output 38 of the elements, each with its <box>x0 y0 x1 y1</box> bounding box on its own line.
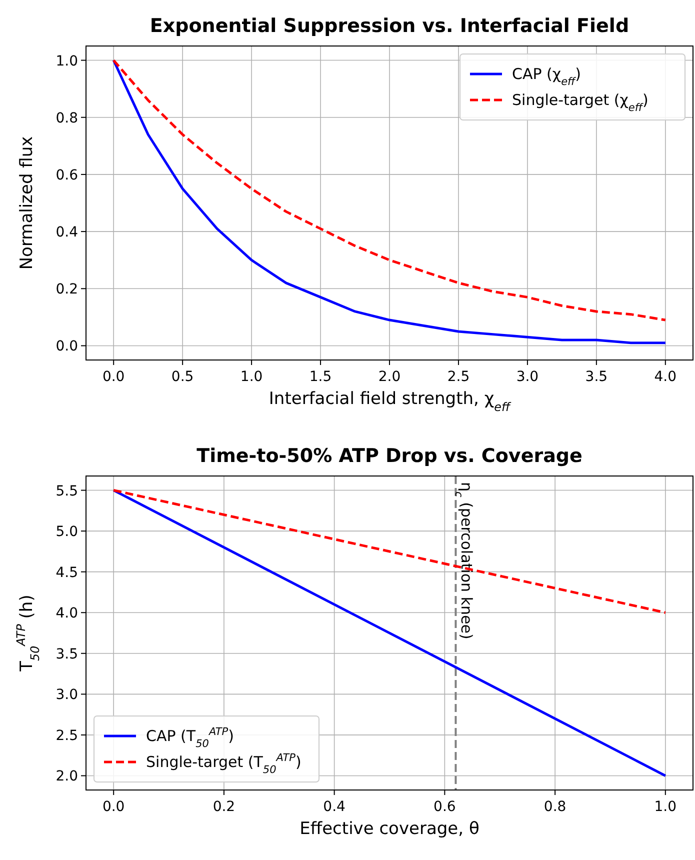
x-tick-label: 1.5 <box>309 369 332 385</box>
x-tick-label: 3.0 <box>516 369 539 385</box>
x-tick-label: 0.4 <box>323 799 346 815</box>
legend-label: CAP (χ$_{eff}$) <box>512 65 581 88</box>
y-tick-label: 0.8 <box>56 110 78 126</box>
legend-label: CAP (T$_{50}$$^{ATP}$) <box>146 726 234 750</box>
legend-label: Single-target (T$_{50}$$^{ATP}$) <box>146 752 302 776</box>
y-tick-label: 2.5 <box>56 728 78 744</box>
x-tick-label: 1.0 <box>654 799 677 815</box>
y-tick-label: 3.0 <box>56 687 78 704</box>
x-tick-label: 0.6 <box>434 799 456 815</box>
y-tick-label: 5.0 <box>56 524 78 540</box>
x-tick-label: 2.0 <box>378 369 401 385</box>
chart-title: Exponential Suppression vs. Interfacial Field <box>150 15 630 37</box>
y-tick-label: 5.5 <box>56 483 78 500</box>
y-axis-title: Normalized flux <box>17 136 37 270</box>
y-tick-label: 0.0 <box>56 338 78 355</box>
x-tick-label: 0.0 <box>102 369 125 385</box>
y-tick-label: 2.0 <box>56 768 78 785</box>
x-tick-label: 0.5 <box>171 369 194 385</box>
chart-title: Time-to-50% ATP Drop vs. Coverage <box>196 445 582 467</box>
x-tick-label: 0.0 <box>102 799 125 815</box>
x-tick-label: 3.5 <box>585 369 608 385</box>
y-tick-label: 1.0 <box>56 53 78 70</box>
x-axis-title: Interfacial field strength, χ$_{eff}$ <box>268 389 512 414</box>
x-tick-label: 2.5 <box>447 369 470 385</box>
y-tick-label: 0.6 <box>56 167 78 184</box>
y-tick-label: 0.4 <box>56 224 78 241</box>
y-tick-label: 4.0 <box>56 606 78 622</box>
x-axis-title: Effective coverage, θ <box>300 819 480 839</box>
y-tick-label: 4.5 <box>56 564 78 581</box>
y-tick-label: 0.2 <box>56 282 78 298</box>
y-tick-label: 3.5 <box>56 646 78 662</box>
x-tick-label: 0.2 <box>212 799 236 815</box>
x-tick-label: 1.0 <box>240 369 263 385</box>
x-tick-label: 4.0 <box>654 369 677 385</box>
legend-label: Single-target (χ$_{eff}$) <box>512 91 648 114</box>
x-tick-label: 0.8 <box>544 799 566 815</box>
